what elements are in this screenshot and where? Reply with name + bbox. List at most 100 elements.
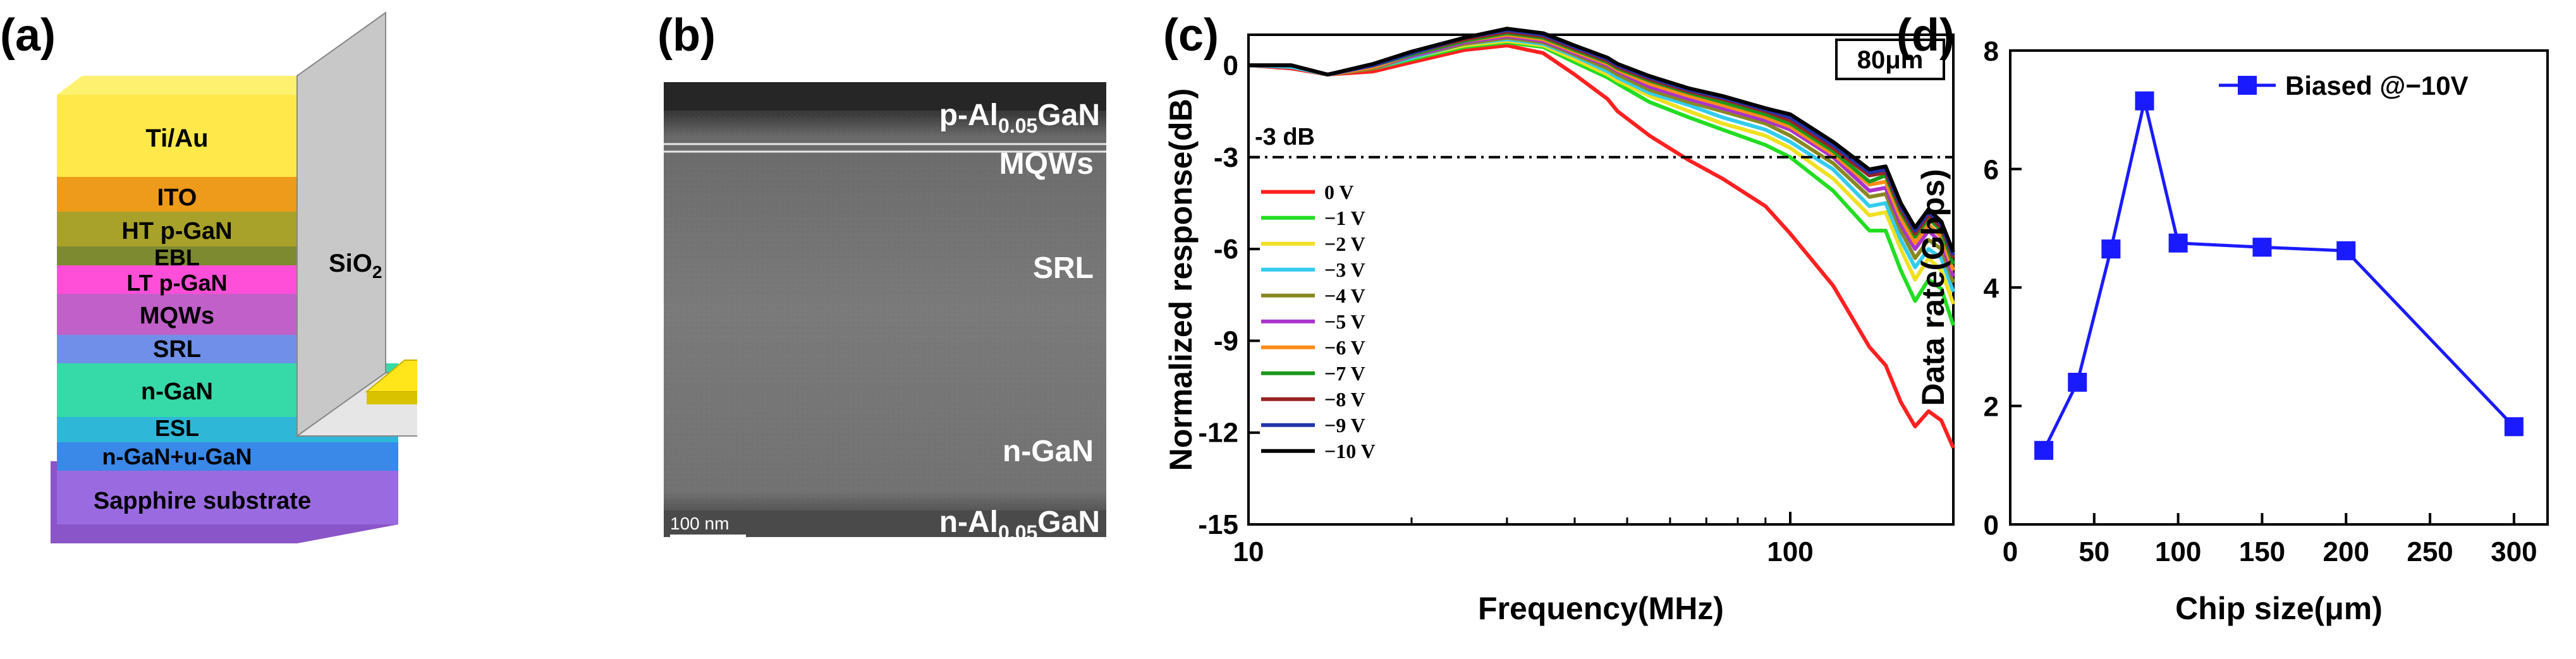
chart-d-xtick-label: 200 <box>2323 536 2369 567</box>
layer-ito <box>57 177 297 212</box>
chart-c-xtick-label: 10 <box>1233 536 1264 567</box>
chart-d-legend-label: Biased @−10V <box>2285 71 2469 100</box>
chart-d-point <box>2101 239 2121 259</box>
tem-svg: (b) p-Al0.05GaN MQWs SRL n-GaN n-Al0.05G… <box>657 10 1106 544</box>
panel-d-label: (d) <box>1896 10 1955 61</box>
tem-top-sub: 0.05 <box>998 114 1037 137</box>
chart-d-ticks: 0 2 4 6 8 0 50 100 150 200 250 300 <box>1984 36 2537 567</box>
chart-d-point <box>2336 241 2356 260</box>
chart-d-legend: Biased @−10V <box>2219 71 2469 100</box>
layer-ngan-ugan <box>57 442 398 471</box>
layer-mqws <box>57 294 297 335</box>
chart-c-legend-label: −4 V <box>1324 284 1365 307</box>
chart-c-legend: 0 V −1 V −2 V −3 V −4 V −5 V −6 V −7 V −8 V −9 V −… <box>1261 181 1376 463</box>
layer-ebl <box>57 246 297 265</box>
chart-d-xtick-label: 150 <box>2239 536 2285 567</box>
chart-d-point <box>2135 91 2154 111</box>
tem-top-dark-band <box>664 82 1106 111</box>
tem-label-ngan: n-GaN <box>1003 435 1094 468</box>
tem-top-tail: GaN <box>1037 99 1100 132</box>
chart-d-ylabel: Data rate(Gbps) <box>1915 169 1951 406</box>
panel-a-device-schematic: (a) Ti/Au ITO HT p-GaN EBL LT p-GaN MQWs… <box>0 0 565 656</box>
chart-c-ytick-label: -3 <box>1214 142 1238 173</box>
chart-d-xtick-label: 50 <box>2079 536 2109 567</box>
panel-a-label: (a) <box>0 10 56 61</box>
tem-bottom-main: n-Al <box>939 505 998 539</box>
layer-srl <box>57 335 297 363</box>
chart-c-legend-label: 0 V <box>1324 181 1354 203</box>
label-lt-pgan: LT p-GaN <box>126 270 227 296</box>
label-ht-pgan: HT p-GaN <box>121 218 232 245</box>
chart-c-legend-label: −5 V <box>1324 310 1365 333</box>
tem-label-bottom-layer: n-Al0.05GaN <box>939 505 1100 544</box>
chart-d-point <box>2168 233 2188 253</box>
chart-c-legend-label: −6 V <box>1324 336 1365 359</box>
tem-label-mqws: MQWs <box>999 147 1094 181</box>
tem-bottom-tail: GaN <box>1037 505 1100 539</box>
panel-b-tem-image: (b) p-Al0.05GaN MQWs SRL n-GaN n-Al0.05G… <box>657 0 1151 656</box>
label-ti-au: Ti/Au <box>145 124 208 152</box>
panel-b-label: (b) <box>657 10 716 61</box>
chart-c-ylabel: Normalized response(dB) <box>1163 88 1199 471</box>
label-ngan: n-GaN <box>141 378 213 405</box>
chart-d-legend-swatch-marker <box>2238 76 2257 95</box>
chart-d-ytick-label: 4 <box>1984 273 1999 304</box>
chart-c-legend-label: −9 V <box>1324 414 1365 437</box>
layer-lt-pgan <box>57 265 297 294</box>
label-sio2-sub: 2 <box>372 262 382 282</box>
sio2-wall <box>296 11 386 437</box>
chart-c-annotation: 80μm <box>1857 46 1924 74</box>
tem-texture <box>664 82 1106 537</box>
chart-c-ref-label: -3 dB <box>1255 124 1315 150</box>
chart-c-legend-label: −10 V <box>1324 440 1376 463</box>
chart-c-ytick-label: 0 <box>1223 50 1238 81</box>
tem-bottom-sub: 0.05 <box>998 521 1037 544</box>
layer-ti-au <box>57 95 297 177</box>
chart-c-xtick-label: 100 <box>1767 536 1813 567</box>
chart-c-xlabel: Frequency(MHz) <box>1478 591 1724 626</box>
chart-d-ytick-label: 6 <box>1984 155 1999 186</box>
tem-label-srl: SRL <box>1033 251 1094 285</box>
panel-d-data-rate: (d) 0 2 4 6 8 0 50 100 150 200 250 300 Biased @−10V… <box>1884 0 2576 656</box>
chart-c-legend-label: −3 V <box>1324 258 1365 281</box>
chart-d-series-line <box>2042 100 2515 451</box>
chart-c-ytick-label: -9 <box>1214 325 1238 356</box>
panel-c-frequency-response: (c) 0 -3 -6 -9 -12 -15 10 100 -3 dB 80μm 0 V −1 … <box>1163 0 1972 656</box>
chart-c-series <box>1248 27 1955 449</box>
label-sio2: SiO2 <box>329 250 382 282</box>
chart-d-svg: (d) 0 2 4 6 8 0 50 100 150 200 250 300 Biased @−10V… <box>1896 10 2549 626</box>
chart-d-xtick-label: 300 <box>2491 536 2537 567</box>
label-mqws: MQWs <box>140 303 214 329</box>
chart-c-legend-label: −2 V <box>1324 233 1365 255</box>
label-esl: ESL <box>155 415 199 441</box>
chart-c-ytick-label: -6 <box>1214 234 1238 265</box>
chart-d-point <box>2068 373 2087 392</box>
layer-substrate <box>57 471 398 524</box>
layer-ht-pgan <box>57 212 297 246</box>
label-ebl: EBL <box>154 245 200 270</box>
chart-d-ytick-label: 0 <box>1984 510 1999 541</box>
device-schematic-svg: (a) Ti/Au ITO HT p-GaN EBL LT p-GaN MQWs… <box>0 10 565 543</box>
tem-scale-bar-label: 100 nm <box>670 514 729 533</box>
chart-c-ytick-label: -15 <box>1198 509 1238 540</box>
chart-d-point <box>2252 238 2272 257</box>
tem-bottom-band <box>664 511 1106 537</box>
chart-d-point <box>2504 417 2524 437</box>
label-srl: SRL <box>153 336 201 363</box>
layer-ti-au-top <box>57 76 322 95</box>
chart-c-legend-label: −1 V <box>1324 207 1365 229</box>
chart-d-ytick-label: 8 <box>1984 36 1999 67</box>
chart-c-series-line <box>1248 27 1955 253</box>
label-sio2-main: SiO <box>329 250 372 277</box>
chart-c-ytick-label: -12 <box>1198 418 1238 449</box>
chart-d-frame <box>2009 49 2549 526</box>
chart-d-xtick-label: 250 <box>2407 536 2453 567</box>
chart-c-legend-label: −7 V <box>1324 362 1365 385</box>
chart-d-ytick-label: 2 <box>1984 392 1999 423</box>
label-ngan-ugan: n-GaN+u-GaN <box>102 444 252 469</box>
tem-label-top-layer: p-Al0.05GaN <box>939 99 1100 137</box>
chart-c-legend-label: −8 V <box>1324 388 1365 411</box>
label-ito: ITO <box>157 184 197 211</box>
chart-d-xtick-label: 0 <box>2003 536 2018 567</box>
